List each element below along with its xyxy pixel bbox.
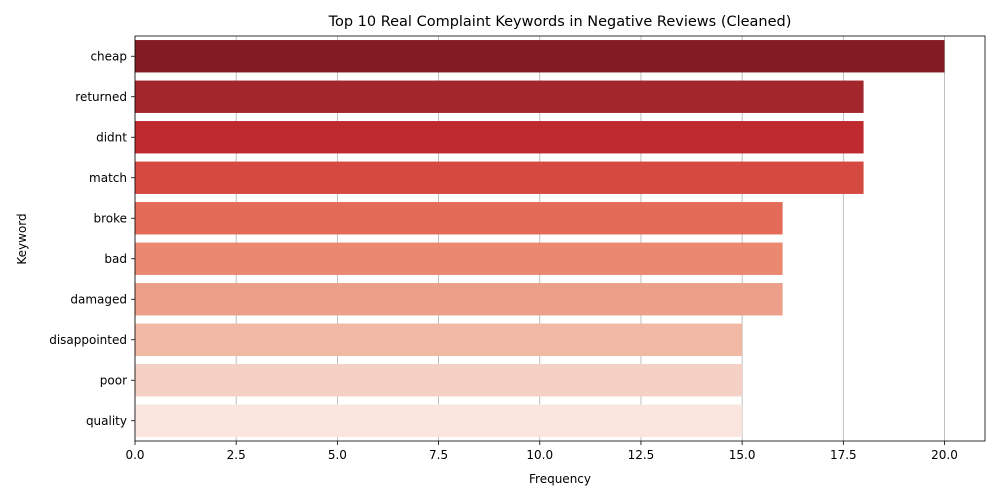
bar-didnt (135, 121, 864, 154)
bar-bad (135, 242, 783, 275)
x-tick-label: 10.0 (526, 448, 553, 462)
axes (134, 35, 986, 442)
x-tick-label: 7.5 (429, 448, 448, 462)
y-tick-label: damaged (70, 292, 127, 306)
x-ticks: 0.0 2.5 5.0 7.5 10.0 12.5 15.0 17.5 20.0 (125, 441, 958, 462)
x-tick-label: 0.0 (125, 448, 144, 462)
bar-returned (135, 80, 864, 113)
bar-damaged (135, 283, 783, 316)
y-tick-label: match (89, 171, 127, 185)
bar-quality (135, 404, 743, 437)
x-tick-label: 17.5 (830, 448, 857, 462)
bar-poor (135, 364, 743, 397)
chart-title: Top 10 Real Complaint Keywords in Negati… (328, 14, 792, 30)
y-tick-label: returned (75, 90, 127, 104)
y-axis-title: Keyword (15, 213, 29, 264)
y-tick-label: poor (100, 373, 127, 387)
y-tick-label: quality (86, 414, 127, 428)
bar-match (135, 161, 864, 194)
y-ticks: cheap returned didnt match broke bad damaged di… (49, 49, 135, 428)
y-tick-label: cheap (90, 49, 127, 63)
bar-broke (135, 202, 783, 235)
y-tick-label: didnt (96, 130, 127, 144)
x-tick-label: 15.0 (729, 448, 756, 462)
y-tick-label: bad (104, 252, 127, 266)
x-tick-label: 5.0 (328, 448, 347, 462)
y-tick-label: disappointed (49, 333, 127, 347)
bar-disappointed (135, 323, 743, 356)
bars (135, 40, 945, 437)
x-axis-title: Frequency (529, 472, 591, 486)
y-tick-label: broke (93, 211, 127, 225)
x-tick-label: 12.5 (628, 448, 655, 462)
bar-cheap (135, 40, 945, 73)
plot-frame (134, 35, 986, 442)
x-tick-label: 20.0 (931, 448, 958, 462)
x-tick-label: 2.5 (227, 448, 246, 462)
